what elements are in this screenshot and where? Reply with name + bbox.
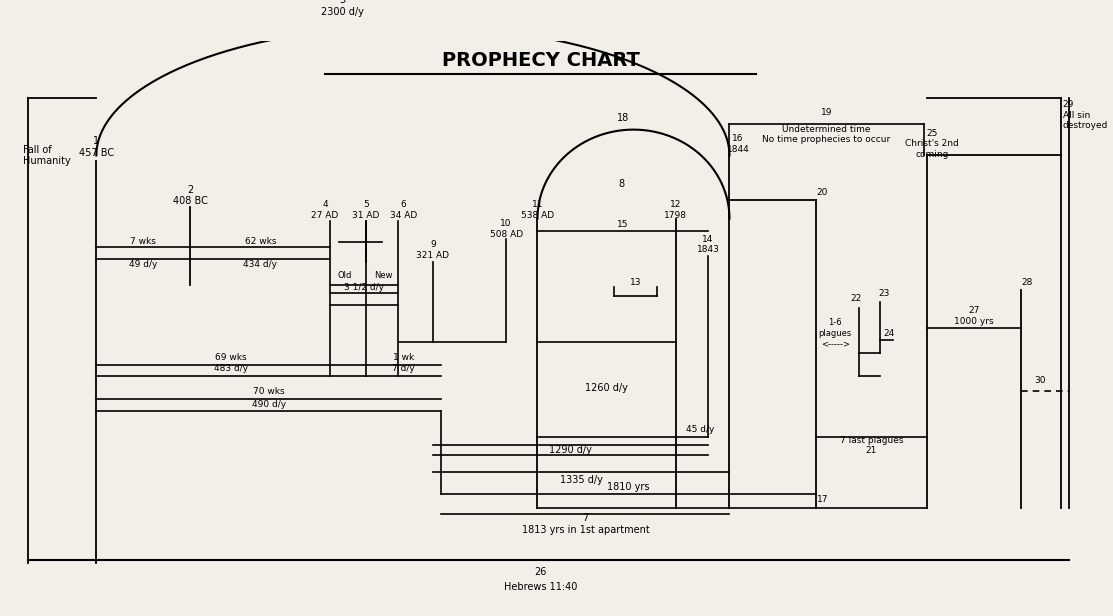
Text: 1260 d/y: 1260 d/y (585, 383, 628, 393)
Text: Hebrews 11:40: Hebrews 11:40 (504, 582, 578, 592)
Text: 25
Christ's 2nd
coming: 25 Christ's 2nd coming (905, 129, 959, 159)
Text: 70 wks: 70 wks (253, 387, 285, 397)
Text: 29
All sin
destroyed: 29 All sin destroyed (1063, 100, 1109, 130)
Text: 10
508 AD: 10 508 AD (490, 219, 523, 238)
Text: 20: 20 (817, 188, 828, 197)
Text: New: New (374, 272, 393, 280)
Text: 2
408 BC: 2 408 BC (173, 185, 208, 206)
Text: 69 wks: 69 wks (215, 353, 247, 362)
Text: 8: 8 (619, 179, 624, 189)
Text: 11
538 AD: 11 538 AD (521, 200, 554, 220)
Text: 14
1843: 14 1843 (697, 235, 719, 254)
Text: 26: 26 (534, 567, 546, 577)
Text: 3
2300 d/y: 3 2300 d/y (322, 0, 364, 17)
Text: 23: 23 (878, 289, 889, 298)
Text: Undetermined time: Undetermined time (782, 125, 870, 134)
Text: 12
1798: 12 1798 (664, 200, 687, 220)
Text: 483 d/y: 483 d/y (214, 365, 248, 373)
Text: 18: 18 (617, 113, 629, 123)
Text: 5
31 AD: 5 31 AD (353, 200, 380, 220)
Text: 45 d/y: 45 d/y (687, 425, 715, 434)
Text: 1290 d/y: 1290 d/y (549, 445, 592, 455)
Text: 490 d/y: 490 d/y (252, 400, 286, 409)
Text: 4
27 AD: 4 27 AD (312, 200, 338, 220)
Text: 22: 22 (850, 294, 861, 304)
Text: 19: 19 (820, 108, 833, 117)
Text: No time prophecies to occur: No time prophecies to occur (762, 135, 890, 144)
Text: 13: 13 (630, 278, 641, 287)
Text: 30: 30 (1034, 376, 1045, 385)
Text: 15: 15 (617, 220, 629, 229)
Text: 1
457 BC: 1 457 BC (79, 136, 114, 158)
Text: 28: 28 (1022, 278, 1033, 287)
Text: Old: Old (338, 272, 353, 280)
Text: 7 d/y: 7 d/y (393, 365, 415, 373)
Text: 1 wk: 1 wk (393, 353, 414, 362)
Text: 1-6
plagues
<----->: 1-6 plagues <-----> (818, 318, 851, 348)
Text: 27
1000 yrs: 27 1000 yrs (954, 306, 994, 326)
Text: 16
1844: 16 1844 (727, 134, 749, 153)
Text: 7 wks: 7 wks (130, 237, 156, 246)
Text: 62 wks: 62 wks (245, 237, 276, 246)
Text: Fall of
Humanity: Fall of Humanity (23, 145, 71, 166)
Text: 7 last plagues
21: 7 last plagues 21 (839, 436, 903, 455)
Text: 1335 d/y: 1335 d/y (560, 475, 602, 485)
Text: 1810 yrs: 1810 yrs (608, 482, 650, 492)
Text: 3 1/2 d/y: 3 1/2 d/y (344, 283, 384, 292)
Text: 49 d/y: 49 d/y (129, 260, 157, 269)
Text: 17: 17 (817, 495, 828, 505)
Text: 24: 24 (884, 329, 895, 338)
Text: 6
34 AD: 6 34 AD (390, 200, 417, 220)
Text: PROPHECY CHART: PROPHECY CHART (442, 51, 640, 70)
Text: 7
1813 yrs in 1st apartment: 7 1813 yrs in 1st apartment (522, 513, 649, 535)
Text: 434 d/y: 434 d/y (244, 260, 277, 269)
Text: 9
321 AD: 9 321 AD (416, 240, 450, 260)
